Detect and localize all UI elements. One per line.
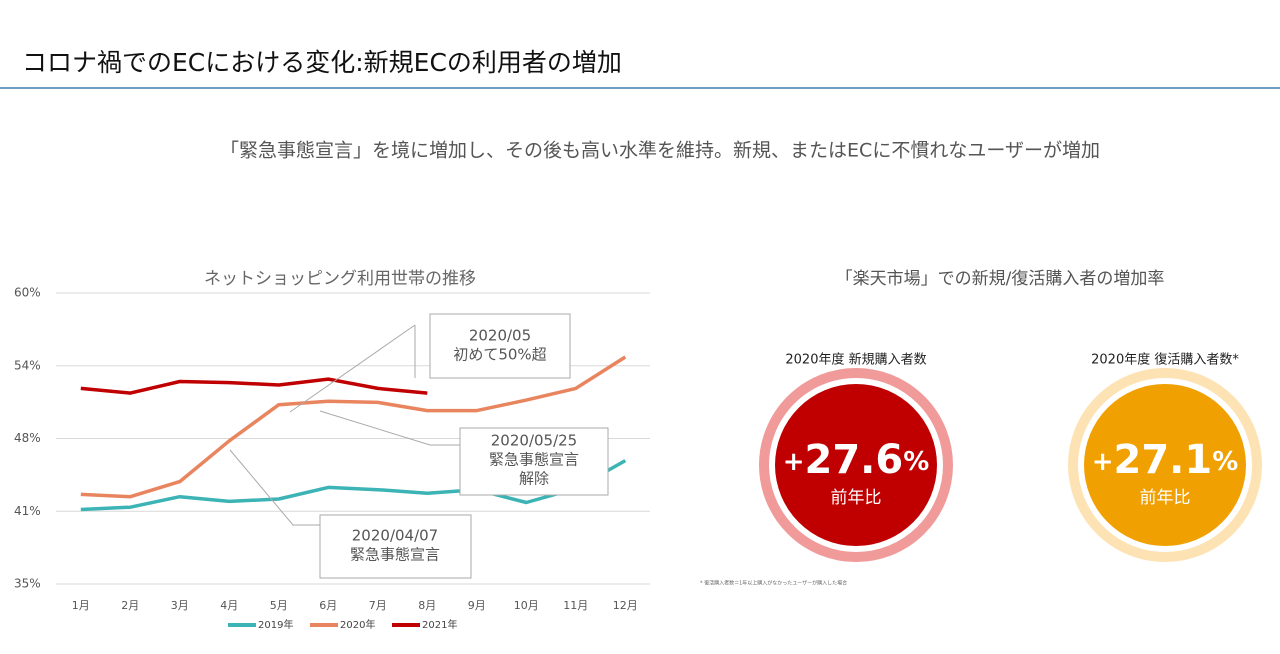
annotation-box [459, 427, 609, 496]
x-tick-label: 4月 [220, 599, 238, 612]
legend-label: 2020年 [340, 618, 375, 631]
x-tick-label: 3月 [171, 599, 189, 612]
growth-title: 「楽天市場」での新規/復活購入者の増加率 [836, 269, 1165, 289]
annotation-text: 緊急事態宣言 [350, 546, 440, 564]
annotation-text: 2020/05/25 [491, 432, 577, 450]
x-tick-label: 5月 [270, 599, 288, 612]
y-tick-label: 60% [14, 286, 41, 300]
series-line [80, 459, 627, 512]
annotation-text: 2020/05 [469, 327, 531, 345]
series-line [80, 377, 428, 395]
slide-title: コロナ禍でのECにおける変化:新規ECの利用者の増加 [22, 48, 622, 77]
series-line [80, 355, 627, 499]
growth-unit: % [1212, 447, 1238, 477]
annotation-box [429, 313, 571, 379]
ring [759, 368, 953, 562]
annotation-text: 初めて50%超 [453, 346, 546, 364]
x-tick-label: 11月 [563, 599, 588, 612]
x-tick-label: 9月 [468, 599, 486, 612]
core [1084, 384, 1246, 546]
footnote: * 復活購入者数＝1年以上購入がなかったユーザーが購入した場合 [700, 580, 847, 587]
annotation-box [319, 514, 472, 579]
x-tick-label: 10月 [514, 599, 539, 612]
growth-caption: 前年比 [831, 488, 882, 508]
circle-label: 2020年度 新規購入者数 [785, 352, 926, 368]
legend-label: 2021年 [422, 618, 457, 631]
circle-label: 2020年度 復活購入者数* [1091, 352, 1239, 368]
annotation-text: 2020/04/07 [352, 527, 438, 545]
ring [1068, 368, 1262, 562]
growth-value: +27.6% [783, 437, 930, 483]
y-tick-label: 35% [14, 577, 41, 591]
x-tick-label: 12月 [613, 599, 638, 612]
growth-value: +27.1% [1092, 437, 1239, 483]
x-tick-label: 2月 [121, 599, 139, 612]
subtitle: 「緊急事態宣言」を境に増加し、その後も高い水準を維持。新規、またはECに不慣れな… [220, 140, 1100, 162]
x-tick-label: 7月 [369, 599, 387, 612]
annotation-text: 緊急事態宣言 [489, 451, 579, 469]
x-tick-label: 8月 [418, 599, 436, 612]
growth-sign: + [1092, 447, 1114, 477]
plot: 35% 41% 48% 54% 60% 1月 2月 3月 4月 5月 6月 7月 8月 9月 10月 11月 1… [14, 286, 650, 631]
core [775, 384, 937, 546]
growth-number: 27.6 [805, 437, 904, 483]
growth-sign: + [783, 447, 805, 477]
y-tick-label: 54% [14, 358, 41, 372]
growth-caption: 前年比 [1140, 488, 1191, 508]
legend-label: 2019年 [258, 618, 293, 631]
x-tick-label: 1月 [72, 599, 90, 612]
y-tick-label: 48% [14, 431, 41, 445]
y-tick-label: 41% [14, 504, 41, 518]
growth-circles: 2020年度 新規購入者数 +27.6% 前年比 2020年度 復活購入者数* +27.… [759, 352, 1262, 562]
x-tick-label: 6月 [319, 599, 337, 612]
annotations: 2020/05初めて50%超2020/05/25緊急事態宣言解除2020/04/… [350, 327, 579, 564]
chart-title: ネットショッピング利用世帯の推移 [204, 269, 476, 289]
growth-unit: % [903, 447, 929, 477]
growth-number: 27.1 [1114, 437, 1213, 483]
annotation-text: 解除 [519, 470, 549, 488]
